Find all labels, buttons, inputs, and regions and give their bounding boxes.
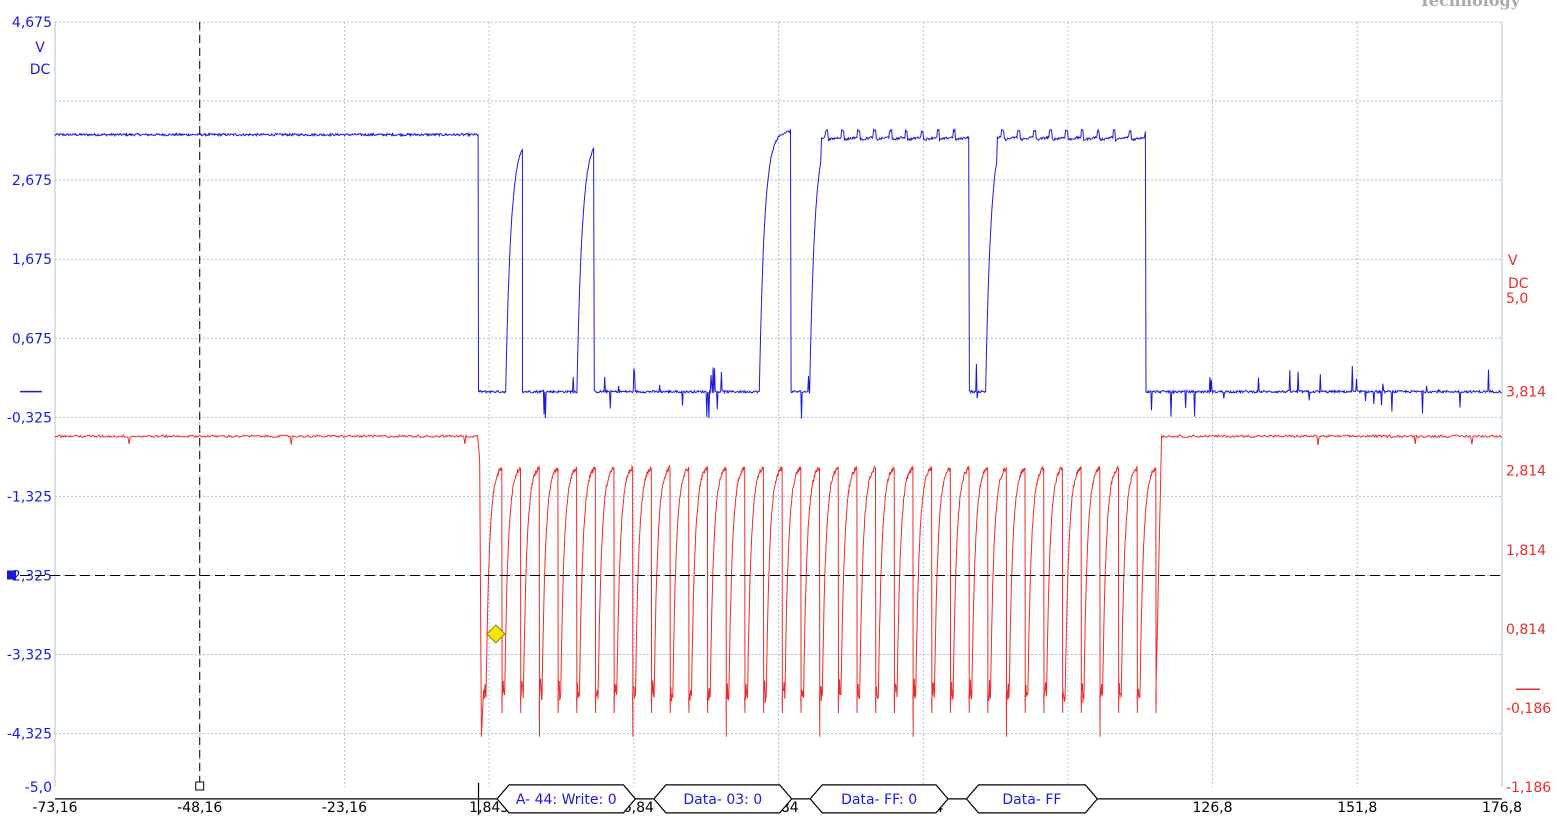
x-tick-label: 176,8: [1482, 800, 1522, 816]
corner-brand-text: Technology: [1419, 0, 1521, 10]
left-tick-label: -4,325: [7, 727, 52, 743]
left-tick-label: -1,325: [7, 489, 52, 505]
decode-packet-label: Data- FF: [1002, 792, 1061, 808]
x-tick-label: 1,843: [469, 800, 509, 816]
x-tick-label: -48,16: [177, 800, 222, 816]
left-y-axis: V DC 4,675 2,675 1,675 0,675 -0,325 -1,325 -2,…: [7, 15, 52, 796]
left-tick-label: -0,325: [7, 410, 52, 426]
left-tick-label: 1,675: [12, 252, 52, 268]
left-tick-label: 0,675: [12, 331, 52, 347]
decode-packet-label: Data- 03: 0: [683, 792, 762, 808]
series-a-line: [54, 127, 1502, 419]
protocol-decode-row: A- 44: Write: 0 Data- 03: 0 Data- FF: 0 Dat…: [55, 782, 1502, 815]
x-tick-label: 151,8: [1337, 800, 1377, 816]
x-tick-label: -23,16: [322, 800, 367, 816]
right-axis-unit-dc: DC: [1508, 276, 1529, 292]
right-tick-label: 5,0: [1506, 291, 1528, 307]
left-tick-label: -2,325: [7, 568, 52, 584]
decode-packet: [965, 784, 1099, 814]
time-cursor-handle: [195, 781, 205, 791]
right-tick-label: 1,814: [1506, 543, 1546, 559]
series-b-line: [54, 433, 1503, 737]
series-b-trace: [54, 433, 1503, 737]
decode-packet-label: Data- FF: 0: [841, 792, 917, 808]
right-tick-label: -0,186: [1506, 701, 1551, 717]
right-tick-label: 2,814: [1506, 464, 1546, 480]
threshold-marker: [7, 570, 16, 580]
left-axis-unit-v: V: [35, 40, 45, 56]
decode-packet-label: A- 44: Write: 0: [516, 792, 617, 808]
right-y-axis: V DC 5,0 3,814 2,814 1,814 0,814 -0,186 -1,186: [1506, 253, 1551, 796]
decode-packet: [809, 784, 949, 814]
trigger-diamond: [486, 624, 506, 644]
right-tick-label: -1,186: [1506, 780, 1551, 796]
left-tick-label: -3,325: [7, 648, 52, 664]
right-tick-label: 0,814: [1506, 622, 1546, 638]
left-axis-unit-dc: DC: [30, 62, 51, 78]
right-axis-unit-v: V: [1508, 253, 1518, 269]
cursor-overlays: [20, 22, 1502, 791]
x-tick-label: -73,16: [32, 800, 77, 816]
x-tick-label: 126,8: [1193, 800, 1233, 816]
decode-packet: [653, 784, 793, 814]
left-tick-label: 2,675: [12, 173, 52, 189]
right-tick-label: 3,814: [1506, 385, 1546, 401]
left-tick-label: -5,0: [25, 780, 52, 796]
decode-packet: [496, 784, 637, 814]
left-tick-label: 4,675: [12, 15, 52, 31]
series-a-trace: [54, 127, 1502, 419]
